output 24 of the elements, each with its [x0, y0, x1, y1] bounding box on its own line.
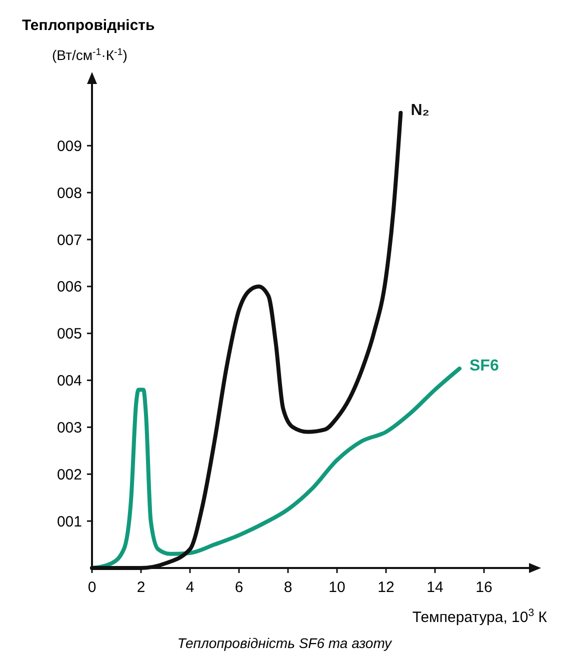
- chart-title: Теплопровідність: [22, 17, 155, 34]
- x-tick-label: 12: [378, 579, 394, 596]
- x-tick-label: 14: [426, 579, 444, 596]
- series-label: SF6: [470, 358, 499, 375]
- y-tick-label: 004: [56, 372, 82, 390]
- x-tick-label: 6: [234, 579, 244, 596]
- x-axis-title: Температура, 10$^{3}$ К: [412, 607, 548, 626]
- y-tick-label: 001: [56, 513, 82, 530]
- x-tick-label: 8: [284, 579, 292, 596]
- y-tick-label: 008: [56, 184, 82, 202]
- y-tick-label: 005: [56, 326, 82, 343]
- y-axis-title: (Вт/см$^{-1}$·К$^{-1}$): [52, 46, 128, 63]
- x-tick-label: 10: [328, 579, 346, 596]
- series-label: N₂: [410, 102, 430, 119]
- y-tick-label: 002: [56, 466, 82, 484]
- y-tick-label: 009: [56, 138, 82, 155]
- y-tick-label: 006: [56, 278, 82, 296]
- x-tick-label: 2: [136, 579, 146, 596]
- y-tick-label: 007: [56, 232, 82, 249]
- x-tick-label: 16: [476, 579, 492, 596]
- y-tick-label: 003: [56, 419, 82, 436]
- text: Теплопровідність SF6 та азоту: [177, 635, 393, 651]
- x-tick-label: 4: [186, 579, 194, 596]
- x-tick-label: 0: [88, 579, 96, 596]
